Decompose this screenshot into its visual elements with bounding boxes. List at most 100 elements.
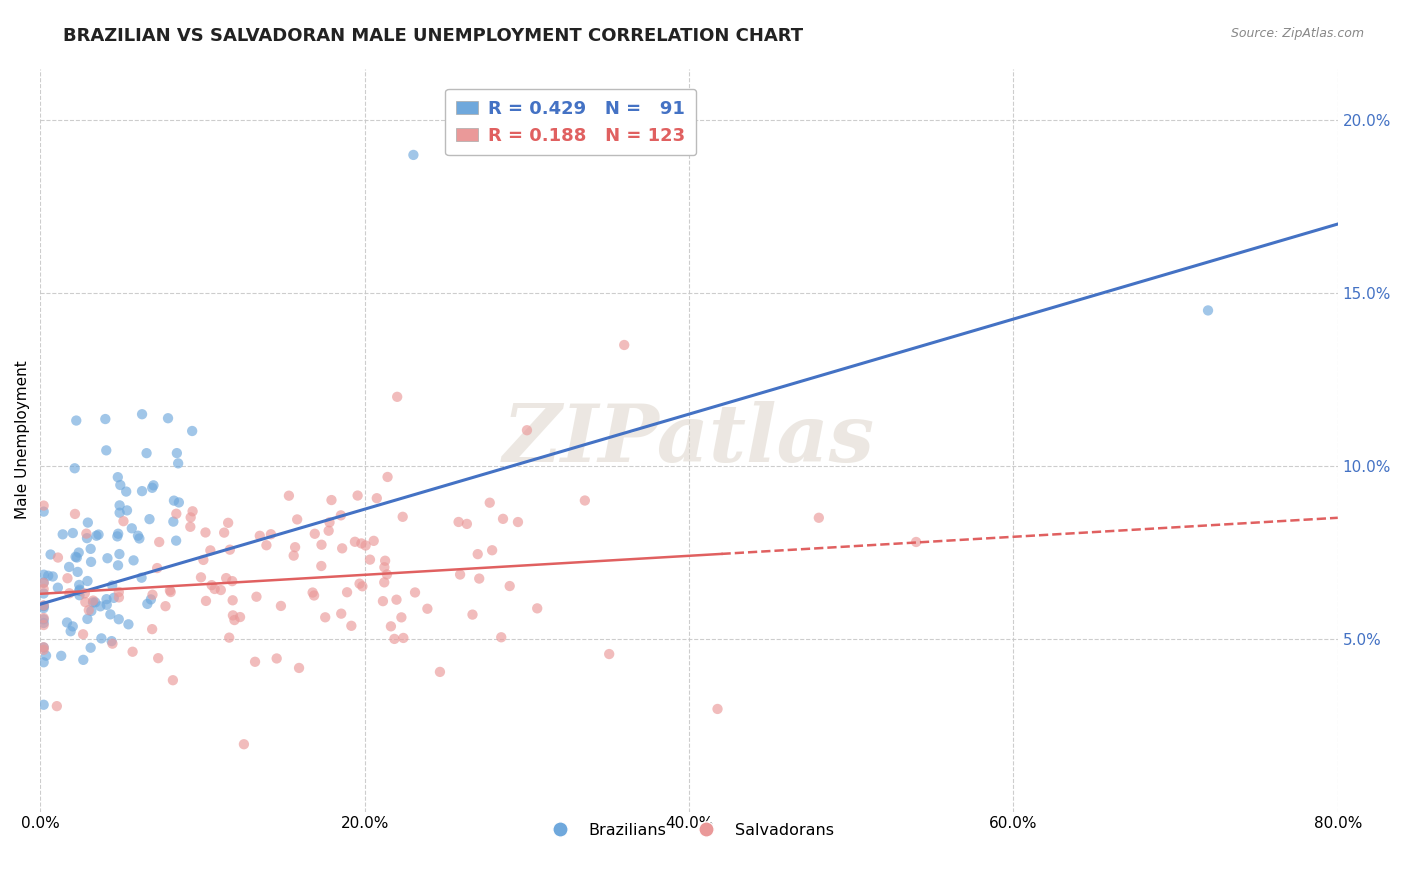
Point: [87, 527, 110, 541]
Point: [72, 653, 94, 667]
Point: [375, 567, 398, 582]
Point: [429, 665, 451, 679]
Point: [69, 588, 91, 602]
Point: [340, 619, 363, 633]
Point: [101, 637, 124, 651]
Point: [32, 505, 55, 519]
Point: [76, 612, 98, 626]
Point: [39, 548, 62, 562]
Point: [72, 627, 94, 641]
Point: [112, 514, 135, 528]
Point: [163, 493, 186, 508]
Point: [392, 631, 415, 645]
Point: [63, 461, 86, 475]
Point: [121, 645, 143, 659]
Point: [165, 507, 187, 521]
Point: [108, 506, 131, 520]
Point: [311, 538, 333, 552]
Point: [232, 737, 254, 751]
Point: [385, 592, 408, 607]
Point: [193, 553, 215, 567]
Point: [506, 515, 529, 529]
Point: [215, 571, 238, 585]
Point: [212, 525, 235, 540]
Point: [283, 549, 305, 563]
Point: [359, 552, 381, 566]
Point: [32, 655, 55, 669]
Point: [330, 607, 353, 621]
Point: [96, 592, 118, 607]
Point: [141, 481, 163, 495]
Point: [32, 575, 55, 590]
Point: [65, 549, 87, 564]
Point: [76, 574, 98, 588]
Point: [67, 583, 90, 598]
Point: [66, 550, 89, 565]
Point: [32, 567, 55, 582]
Point: [76, 516, 98, 530]
Point: [121, 521, 143, 535]
Point: [218, 631, 240, 645]
Point: [148, 535, 170, 549]
Point: [89, 599, 111, 614]
Point: [456, 516, 478, 531]
Point: [221, 574, 243, 588]
Point: [416, 601, 439, 615]
Point: [190, 570, 212, 584]
Point: [613, 338, 636, 352]
Point: [141, 588, 163, 602]
Text: ZIPatlas: ZIPatlas: [503, 401, 875, 479]
Point: [402, 148, 425, 162]
Point: [449, 567, 471, 582]
Point: [35, 648, 58, 663]
Point: [115, 503, 138, 517]
Point: [32, 582, 55, 596]
Point: [58, 560, 80, 574]
Point: [136, 597, 159, 611]
Point: [96, 598, 118, 612]
Point: [46, 550, 69, 565]
Point: [346, 489, 368, 503]
Point: [181, 424, 204, 438]
Point: [598, 647, 620, 661]
Point: [67, 578, 90, 592]
Point: [354, 539, 377, 553]
Point: [128, 532, 150, 546]
Point: [447, 515, 470, 529]
Point: [352, 579, 374, 593]
Point: [42, 569, 65, 583]
Point: [1197, 303, 1219, 318]
Point: [107, 470, 129, 484]
Point: [284, 540, 307, 554]
Point: [162, 673, 184, 688]
Point: [194, 525, 217, 540]
Point: [377, 470, 399, 484]
Point: [314, 610, 336, 624]
Point: [82, 593, 104, 607]
Point: [391, 509, 413, 524]
Point: [384, 632, 406, 646]
Point: [481, 543, 503, 558]
Point: [32, 640, 55, 655]
Point: [270, 599, 292, 613]
Point: [467, 547, 489, 561]
Point: [218, 542, 240, 557]
Point: [260, 527, 283, 541]
Point: [706, 702, 728, 716]
Point: [66, 565, 89, 579]
Point: [201, 578, 224, 592]
Point: [32, 601, 55, 615]
Point: [221, 593, 243, 607]
Point: [329, 508, 352, 523]
Point: [318, 524, 340, 538]
Point: [32, 599, 55, 613]
Point: [209, 582, 232, 597]
Point: [107, 612, 129, 626]
Point: [217, 516, 239, 530]
Point: [32, 640, 55, 655]
Point: [166, 446, 188, 460]
Point: [243, 655, 266, 669]
Point: [301, 585, 323, 599]
Point: [135, 446, 157, 460]
Point: [131, 407, 153, 421]
